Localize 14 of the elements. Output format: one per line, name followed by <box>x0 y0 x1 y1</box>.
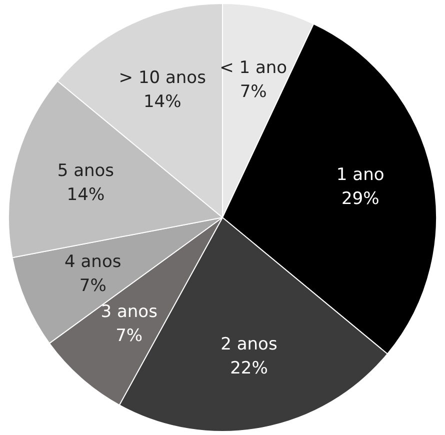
slice-label: 4 anos <box>64 252 122 272</box>
slice-label: < 1 ano <box>220 58 288 78</box>
slice-label: 2 anos <box>220 334 278 355</box>
data-label: 29% <box>341 189 380 210</box>
data-label: 7% <box>79 276 106 296</box>
data-label: 7% <box>116 326 143 346</box>
slice-label: > 10 anos <box>118 68 206 88</box>
data-label: 14% <box>66 184 105 205</box>
slice-label: 1 ano <box>336 165 384 186</box>
slice-label: 5 anos <box>57 160 114 181</box>
slice-label: 3 anos <box>100 302 158 322</box>
data-label: 7% <box>240 82 267 102</box>
data-label: 22% <box>230 358 268 379</box>
data-label: 14% <box>143 92 182 112</box>
